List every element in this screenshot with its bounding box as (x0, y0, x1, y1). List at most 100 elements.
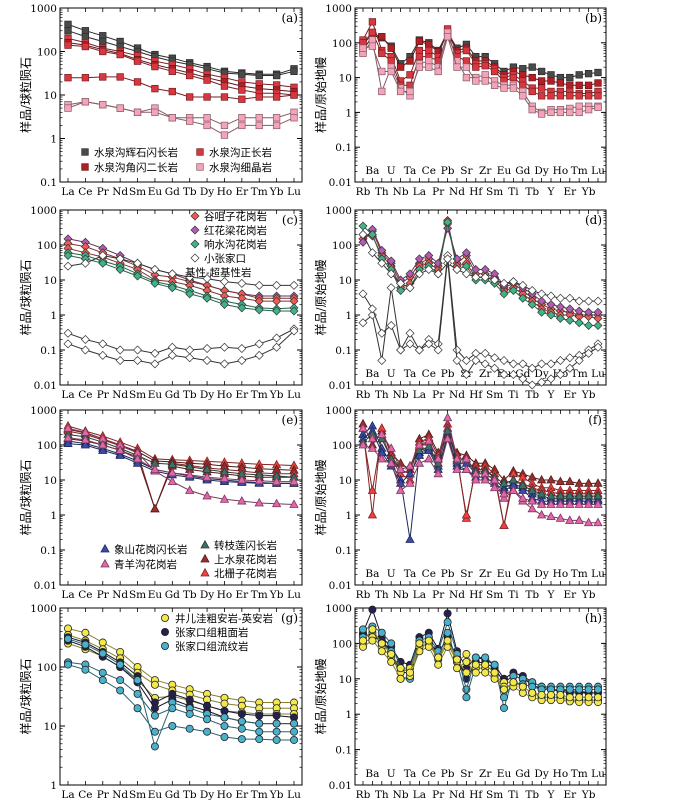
data-point (593, 307, 603, 317)
legend-label: 张家口组流纹岩 (175, 640, 249, 653)
data-point (186, 71, 194, 80)
data-point (461, 269, 471, 279)
data-point (237, 701, 246, 710)
legend-label: 基性-超基性岩 (185, 266, 252, 279)
y-tick-label: 100 (37, 240, 57, 252)
y-tick-label: 10 (339, 475, 352, 487)
data-point (133, 57, 142, 65)
panel-label: (a) (281, 11, 298, 25)
data-point (254, 280, 264, 290)
y-tick-label: 1000 (325, 3, 352, 15)
plot-frame (354, 409, 607, 586)
x-tick-label: Gd (515, 165, 530, 177)
x-tick-label: Zr (479, 368, 492, 380)
data-point (255, 93, 263, 101)
y-tick-label: 100 (37, 47, 57, 59)
x-tick-label: Ho (217, 589, 232, 601)
x-tick-label: Pr (432, 789, 445, 801)
data-point (289, 476, 299, 486)
data-point (219, 342, 229, 352)
data-point (203, 76, 211, 84)
data-point (547, 77, 555, 85)
data-point (405, 339, 415, 349)
data-point (499, 703, 508, 712)
data-point (434, 67, 442, 76)
data-point (115, 445, 125, 454)
data-point (359, 44, 367, 52)
data-point (203, 93, 211, 101)
data-point (367, 229, 377, 239)
data-point (133, 689, 142, 698)
y-axis-label: 样品/原始地幔 (313, 658, 328, 734)
data-point (584, 296, 594, 306)
data-point (237, 278, 247, 288)
data-point (81, 665, 90, 674)
y-tick-label: 0.1 (40, 177, 57, 189)
x-tick-label: Yb (581, 186, 596, 198)
x-tick-label: Ho (217, 186, 232, 198)
y-tick-label: 1 (50, 310, 57, 322)
data-point (377, 356, 387, 366)
data-point (593, 490, 603, 500)
data-point (378, 67, 386, 76)
x-tick-label: Ce (422, 165, 436, 177)
x-tick-label: Gd (165, 186, 180, 198)
data-point (556, 79, 565, 87)
data-point (387, 67, 395, 76)
x-tick-label: U (387, 165, 396, 177)
data-point (499, 478, 509, 487)
legend-label: 井儿洼粗安岩-英安岩 (175, 612, 273, 625)
data-point (81, 98, 90, 106)
data-point (238, 121, 246, 130)
x-tick-label: Dy (534, 768, 548, 780)
data-point (237, 717, 246, 726)
x-tick-label: Sr (460, 165, 473, 177)
y-tick-label: 1000 (30, 205, 57, 217)
data-point (472, 63, 480, 71)
data-point (518, 682, 527, 691)
data-point (415, 639, 424, 648)
data-point (443, 254, 453, 264)
data-point (547, 71, 555, 79)
data-point (368, 42, 377, 50)
panel-label: (e) (282, 413, 298, 427)
data-point (508, 485, 519, 494)
data-point (500, 84, 508, 92)
data-point (499, 693, 508, 702)
data-point (63, 261, 73, 271)
x-tick-label: U (387, 768, 396, 780)
data-point (238, 95, 246, 103)
data-point (290, 91, 298, 99)
data-point (452, 664, 461, 673)
y-tick-label: 1000 (30, 3, 57, 15)
x-tick-label: Gd (515, 768, 530, 780)
data-point (481, 653, 490, 662)
x-tick-label: Zr (479, 768, 492, 780)
x-tick-label: Ce (78, 186, 92, 198)
data-point (220, 131, 229, 139)
data-point (219, 277, 229, 287)
data-point (185, 485, 195, 494)
x-tick-label: Lu (287, 589, 301, 601)
data-point (547, 108, 555, 117)
data-point (519, 65, 527, 73)
data-point (115, 450, 125, 459)
x-tick-label: Y (547, 186, 556, 198)
data-point (115, 356, 125, 366)
x-tick-label: Lu (591, 368, 605, 380)
x-tick-label: Ta (404, 165, 416, 177)
data-point (452, 453, 462, 463)
x-tick-label: Tb (525, 389, 539, 401)
legend-label: 上水泉花岗岩 (214, 553, 277, 566)
data-point (167, 350, 177, 360)
legend-label: 谷咀子花岗岩 (204, 210, 267, 223)
x-tick-label: Ba (365, 568, 379, 580)
data-point (133, 704, 142, 713)
x-tick-label: Tm (571, 165, 588, 177)
data-point (219, 494, 230, 503)
data-point (168, 87, 176, 96)
data-point (185, 709, 194, 718)
data-point (424, 251, 434, 261)
data-point (424, 441, 434, 451)
y-tick-label: 1 (345, 310, 352, 322)
